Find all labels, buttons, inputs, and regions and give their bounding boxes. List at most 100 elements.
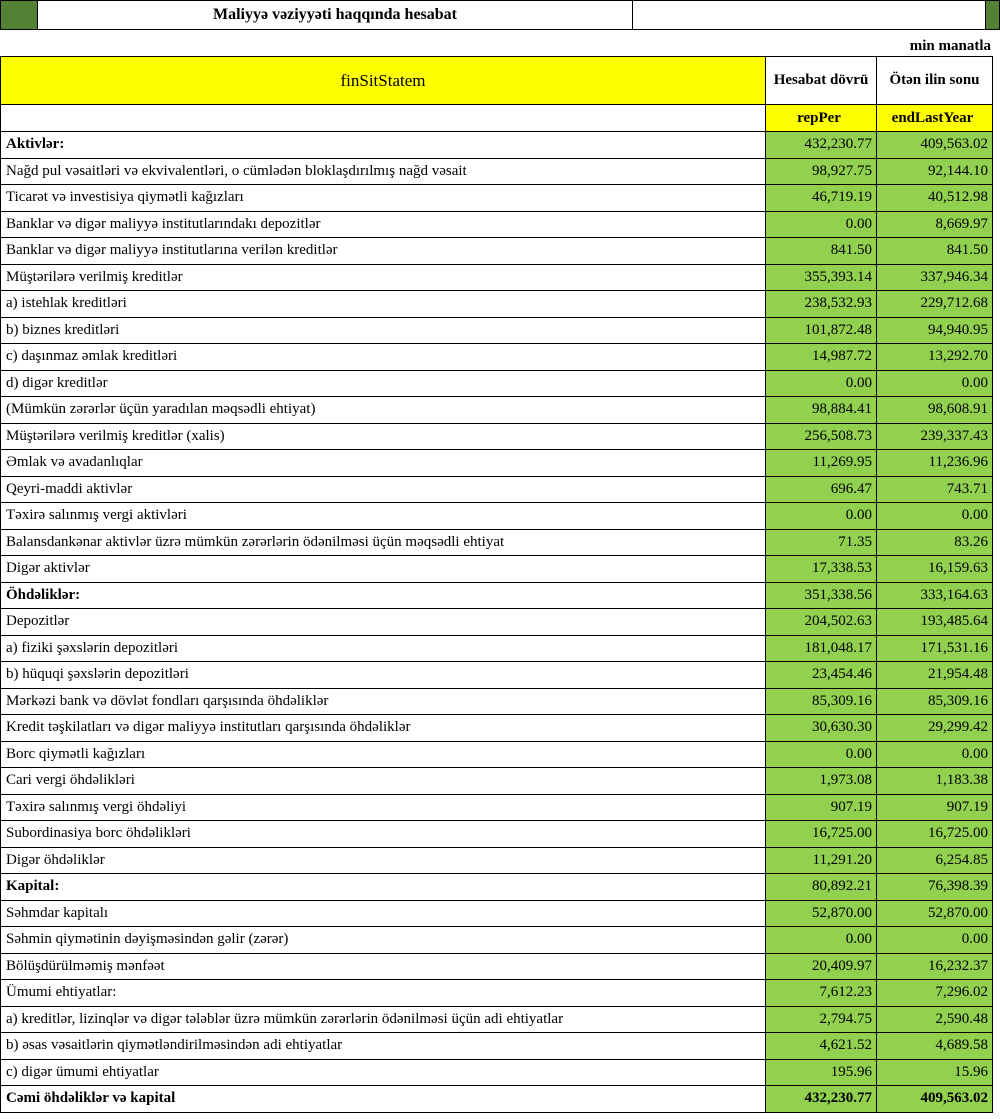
last-value[interactable]: 193,485.64 bbox=[877, 609, 993, 636]
row-label[interactable]: Aktivlər: bbox=[1, 132, 766, 159]
last-value[interactable]: 7,296.02 bbox=[877, 980, 993, 1007]
row-label[interactable]: a) istehlak kreditləri bbox=[1, 291, 766, 318]
rep-value[interactable]: 0.00 bbox=[766, 927, 877, 954]
row-label[interactable]: Qeyri-maddi aktivlər bbox=[1, 476, 766, 503]
last-value[interactable]: 0.00 bbox=[877, 370, 993, 397]
last-value[interactable]: 21,954.48 bbox=[877, 662, 993, 689]
rep-value[interactable]: 2,794.75 bbox=[766, 1006, 877, 1033]
row-label[interactable]: Təxirə salınmış vergi aktivləri bbox=[1, 503, 766, 530]
row-label[interactable]: Ticarət və investisiya qiymətli kağızlar… bbox=[1, 185, 766, 212]
rep-value[interactable]: 181,048.17 bbox=[766, 635, 877, 662]
last-year-header-cell[interactable]: Ötən ilin sonu bbox=[877, 57, 993, 105]
last-value[interactable]: 16,159.63 bbox=[877, 556, 993, 583]
row-label[interactable]: Kredit təşkilatları və digər maliyyə ins… bbox=[1, 715, 766, 742]
row-label[interactable]: Əmlak və avadanlıqlar bbox=[1, 450, 766, 477]
rep-value[interactable]: 195.96 bbox=[766, 1059, 877, 1086]
last-value[interactable]: 0.00 bbox=[877, 741, 993, 768]
last-value[interactable]: 2,590.48 bbox=[877, 1006, 993, 1033]
last-value[interactable]: 841.50 bbox=[877, 238, 993, 265]
row-label[interactable]: Cəmi öhdəliklər və kapital bbox=[1, 1086, 766, 1113]
row-label[interactable]: Bölüşdürülməmiş mənfəət bbox=[1, 953, 766, 980]
last-value[interactable]: 4,689.58 bbox=[877, 1033, 993, 1060]
rep-value[interactable]: 0.00 bbox=[766, 503, 877, 530]
row-label[interactable]: Digər aktivlər bbox=[1, 556, 766, 583]
row-label[interactable]: c) daşınmaz əmlak kreditləri bbox=[1, 344, 766, 371]
rep-value[interactable]: 841.50 bbox=[766, 238, 877, 265]
last-value[interactable]: 409,563.02 bbox=[877, 132, 993, 159]
rep-value[interactable]: 98,927.75 bbox=[766, 158, 877, 185]
row-label[interactable]: Nağd pul vəsaitləri və ekvivalentləri, o… bbox=[1, 158, 766, 185]
row-label[interactable]: Banklar və digər maliyyə institutlarına … bbox=[1, 238, 766, 265]
last-value[interactable]: 76,398.39 bbox=[877, 874, 993, 901]
rep-value[interactable]: 101,872.48 bbox=[766, 317, 877, 344]
rep-value[interactable]: 0.00 bbox=[766, 370, 877, 397]
row-label[interactable]: a) fiziki şəxslərin depozitləri bbox=[1, 635, 766, 662]
last-value[interactable]: 333,164.63 bbox=[877, 582, 993, 609]
last-value[interactable]: 11,236.96 bbox=[877, 450, 993, 477]
last-value[interactable]: 92,144.10 bbox=[877, 158, 993, 185]
last-value[interactable]: 83.26 bbox=[877, 529, 993, 556]
rep-value[interactable]: 351,338.56 bbox=[766, 582, 877, 609]
row-label[interactable]: Ümumi ehtiyatlar: bbox=[1, 980, 766, 1007]
rep-value[interactable]: 1,973.08 bbox=[766, 768, 877, 795]
last-value[interactable]: 13,292.70 bbox=[877, 344, 993, 371]
row-label[interactable]: b) biznes kreditləri bbox=[1, 317, 766, 344]
last-value[interactable]: 409,563.02 bbox=[877, 1086, 993, 1113]
row-label[interactable]: b) hüquqi şəxslərin depozitləri bbox=[1, 662, 766, 689]
row-label[interactable]: Depozitlər bbox=[1, 609, 766, 636]
rep-value[interactable]: 16,725.00 bbox=[766, 821, 877, 848]
rep-value[interactable]: 907.19 bbox=[766, 794, 877, 821]
row-label[interactable]: Cari vergi öhdəlikləri bbox=[1, 768, 766, 795]
last-value[interactable]: 1,183.38 bbox=[877, 768, 993, 795]
last-year-code-cell[interactable]: endLastYear bbox=[877, 105, 993, 132]
rep-value[interactable]: 355,393.14 bbox=[766, 264, 877, 291]
rep-value[interactable]: 11,291.20 bbox=[766, 847, 877, 874]
row-label[interactable]: Müştərilərə verilmiş kreditlər bbox=[1, 264, 766, 291]
rep-value[interactable]: 7,612.23 bbox=[766, 980, 877, 1007]
rep-value[interactable]: 0.00 bbox=[766, 741, 877, 768]
last-value[interactable]: 0.00 bbox=[877, 503, 993, 530]
rep-value[interactable]: 23,454.46 bbox=[766, 662, 877, 689]
row-label[interactable]: Mərkəzi bank və dövlət fondları qarşısın… bbox=[1, 688, 766, 715]
rep-value[interactable]: 71.35 bbox=[766, 529, 877, 556]
row-label[interactable]: Öhdəliklər: bbox=[1, 582, 766, 609]
row-label[interactable]: c) digər ümumi ehtiyatlar bbox=[1, 1059, 766, 1086]
row-label[interactable]: Subordinasiya borc öhdəlikləri bbox=[1, 821, 766, 848]
last-value[interactable]: 907.19 bbox=[877, 794, 993, 821]
row-label[interactable]: Səhmdar kapitalı bbox=[1, 900, 766, 927]
report-period-code-cell[interactable]: repPer bbox=[766, 105, 877, 132]
rep-value[interactable]: 432,230.77 bbox=[766, 132, 877, 159]
last-value[interactable]: 40,512.98 bbox=[877, 185, 993, 212]
last-value[interactable]: 0.00 bbox=[877, 927, 993, 954]
row-label[interactable]: Səhmin qiymətinin dəyişməsindən gəlir (z… bbox=[1, 927, 766, 954]
rep-value[interactable]: 30,630.30 bbox=[766, 715, 877, 742]
last-value[interactable]: 743.71 bbox=[877, 476, 993, 503]
row-label[interactable]: Borc qiymətli kağızları bbox=[1, 741, 766, 768]
rep-value[interactable]: 17,338.53 bbox=[766, 556, 877, 583]
row-label[interactable]: Banklar və digər maliyyə institutlarında… bbox=[1, 211, 766, 238]
row-label[interactable]: (Mümkün zərərlər üçün yaradılan məqsədli… bbox=[1, 397, 766, 424]
rep-value[interactable]: 238,532.93 bbox=[766, 291, 877, 318]
rep-value[interactable]: 98,884.41 bbox=[766, 397, 877, 424]
rep-value[interactable]: 0.00 bbox=[766, 211, 877, 238]
rep-value[interactable]: 11,269.95 bbox=[766, 450, 877, 477]
rep-value[interactable]: 14,987.72 bbox=[766, 344, 877, 371]
row-label[interactable]: b) əsas vəsaitlərin qiymətləndirilməsind… bbox=[1, 1033, 766, 1060]
last-value[interactable]: 16,725.00 bbox=[877, 821, 993, 848]
rep-value[interactable]: 46,719.19 bbox=[766, 185, 877, 212]
last-value[interactable]: 94,940.95 bbox=[877, 317, 993, 344]
row-label[interactable]: Balansdankənar aktivlər üzrə mümkün zərə… bbox=[1, 529, 766, 556]
last-value[interactable]: 6,254.85 bbox=[877, 847, 993, 874]
rep-value[interactable]: 80,892.21 bbox=[766, 874, 877, 901]
form-code-cell[interactable]: finSitStatem bbox=[1, 57, 766, 105]
last-value[interactable]: 85,309.16 bbox=[877, 688, 993, 715]
last-value[interactable]: 171,531.16 bbox=[877, 635, 993, 662]
row-label[interactable]: d) digər kreditlər bbox=[1, 370, 766, 397]
row-label[interactable]: Digər öhdəliklər bbox=[1, 847, 766, 874]
row-label[interactable]: a) kreditlər, lizinqlər və digər tələblə… bbox=[1, 1006, 766, 1033]
last-value[interactable]: 29,299.42 bbox=[877, 715, 993, 742]
last-value[interactable]: 8,669.97 bbox=[877, 211, 993, 238]
last-value[interactable]: 52,870.00 bbox=[877, 900, 993, 927]
last-value[interactable]: 15.96 bbox=[877, 1059, 993, 1086]
rep-value[interactable]: 4,621.52 bbox=[766, 1033, 877, 1060]
